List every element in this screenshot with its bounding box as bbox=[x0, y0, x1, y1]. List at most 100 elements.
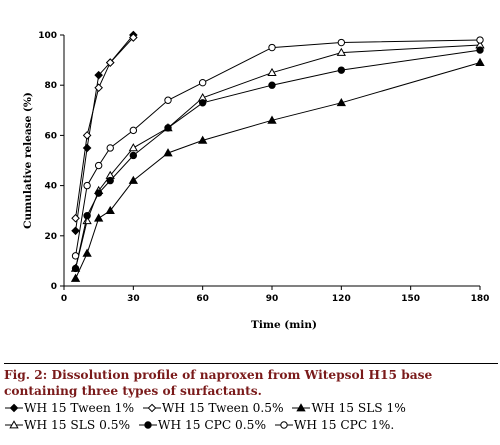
data-point bbox=[94, 83, 103, 93]
data-point bbox=[106, 176, 114, 185]
legend-marker-diamond-filled bbox=[4, 401, 24, 415]
series-diamond-filled bbox=[71, 30, 138, 236]
legend-marker-svg bbox=[142, 403, 161, 413]
x-tick-label: 0 bbox=[61, 294, 67, 304]
data-point bbox=[476, 36, 484, 44]
data-point bbox=[129, 126, 138, 135]
x-tick-label: 30 bbox=[127, 294, 140, 304]
x-tick-label: 120 bbox=[332, 294, 351, 304]
legend-row: WH 15 SLS 0.5% WH 15 CPC 0.5% WH 15 CPC … bbox=[4, 417, 498, 434]
legend-marker bbox=[280, 421, 288, 429]
series-line bbox=[75, 39, 481, 256]
legend-marker-svg bbox=[138, 421, 157, 429]
data-point bbox=[336, 97, 346, 107]
legend-item-cpc-0.5: WH 15 CPC 0.5% bbox=[138, 417, 266, 434]
data-point bbox=[105, 58, 115, 67]
data-point bbox=[198, 99, 207, 107]
y-tick-label: 40 bbox=[44, 182, 57, 192]
data-point bbox=[336, 47, 346, 56]
data-point bbox=[267, 67, 277, 76]
legend-label: WH 15 SLS 0.5% bbox=[24, 418, 131, 432]
x-tick-label: 180 bbox=[471, 294, 490, 304]
legend-item-tween-0.5: WH 15 Tween 0.5% bbox=[142, 400, 284, 417]
legend-label: WH 15 CPC 0.5% bbox=[157, 418, 267, 432]
legend-marker bbox=[147, 403, 157, 413]
legend-item-sls-1: WH 15 SLS 1% bbox=[291, 400, 406, 417]
legend-marker-svg bbox=[292, 403, 311, 412]
legend-row: WH 15 Tween 1% WH 15 Tween 0.5% WH 15 SL… bbox=[4, 400, 498, 417]
legend-item-cpc-1: WH 15 CPC 1%. bbox=[274, 417, 394, 434]
data-point bbox=[83, 212, 91, 220]
legend-label: WH 15 CPC 1%. bbox=[293, 418, 395, 432]
y-tick-label: 0 bbox=[51, 282, 57, 292]
data-point bbox=[94, 161, 103, 170]
legend-marker bbox=[144, 421, 152, 429]
legend-marker-circle-open bbox=[274, 418, 294, 432]
y-tick-label: 20 bbox=[44, 232, 57, 242]
data-point bbox=[94, 70, 103, 80]
series-circle-filled bbox=[71, 46, 484, 273]
data-point bbox=[198, 135, 208, 144]
series-line bbox=[75, 49, 481, 269]
legend-marker-triangle-filled bbox=[291, 401, 311, 415]
data-point bbox=[71, 264, 80, 273]
data-point bbox=[106, 144, 114, 152]
data-point bbox=[82, 248, 92, 257]
data-point bbox=[71, 252, 80, 260]
legend-marker-triangle-open bbox=[4, 418, 24, 432]
legend-marker-svg bbox=[5, 420, 23, 429]
legend-marker bbox=[9, 420, 19, 429]
data-point bbox=[337, 66, 346, 74]
data-point bbox=[71, 213, 80, 223]
data-point bbox=[268, 81, 276, 89]
x-axis-title: Time (min) bbox=[251, 319, 317, 331]
data-point bbox=[128, 143, 138, 152]
legend-item-sls-0.5: WH 15 SLS 0.5% bbox=[4, 417, 130, 434]
figure-caption: Fig. 2: Dissolution profile of naproxen … bbox=[4, 363, 498, 399]
legend-label: WH 15 Tween 1% bbox=[24, 401, 135, 415]
data-point bbox=[128, 175, 138, 184]
legend-item-tween-1: WH 15 Tween 1% bbox=[4, 400, 134, 417]
y-tick-label: 60 bbox=[44, 131, 57, 141]
data-point bbox=[129, 33, 138, 42]
legend-marker-svg bbox=[274, 421, 293, 429]
data-point bbox=[337, 38, 346, 47]
chart-legend: WH 15 Tween 1% WH 15 Tween 0.5% WH 15 SL… bbox=[4, 400, 498, 434]
series-circle-open bbox=[71, 36, 484, 260]
data-point bbox=[105, 205, 115, 215]
series-triangle-filled bbox=[70, 57, 485, 282]
data-point bbox=[164, 96, 172, 104]
series-line bbox=[75, 62, 481, 279]
data-point bbox=[94, 213, 104, 222]
data-point bbox=[94, 189, 103, 197]
data-point bbox=[198, 78, 207, 87]
data-point bbox=[129, 151, 138, 160]
data-point bbox=[83, 181, 91, 190]
data-point bbox=[70, 273, 81, 282]
y-axis-title: Cumulative release (%) bbox=[22, 92, 34, 229]
y-tick-label: 80 bbox=[44, 81, 57, 91]
legend-marker bbox=[296, 403, 307, 412]
series-line bbox=[75, 44, 481, 269]
data-point bbox=[164, 124, 172, 132]
legend-label: WH 15 Tween 0.5% bbox=[161, 401, 284, 415]
legend-label: WH 15 SLS 1% bbox=[311, 401, 406, 415]
y-tick-label: 100 bbox=[38, 31, 57, 41]
dissolution-chart: 0 20 40 60 80 100 0 30 60 90 120 150 180 Time (min) Cu… bbox=[22, 30, 490, 331]
x-tick-label: 90 bbox=[266, 294, 279, 304]
data-point bbox=[82, 215, 92, 225]
data-point bbox=[476, 46, 484, 54]
data-point bbox=[475, 57, 485, 66]
data-point bbox=[71, 226, 80, 236]
legend-marker-circle-filled bbox=[138, 418, 158, 432]
data-point bbox=[163, 148, 173, 157]
data-point bbox=[82, 131, 92, 140]
legend-marker-svg bbox=[5, 403, 23, 413]
x-tick-label: 60 bbox=[196, 294, 209, 304]
legend-marker bbox=[9, 403, 19, 413]
series-diamond-open bbox=[71, 33, 138, 223]
data-point bbox=[268, 43, 276, 52]
data-point bbox=[267, 115, 277, 124]
x-tick-label: 150 bbox=[401, 294, 420, 304]
legend-marker-diamond-open bbox=[142, 401, 162, 415]
